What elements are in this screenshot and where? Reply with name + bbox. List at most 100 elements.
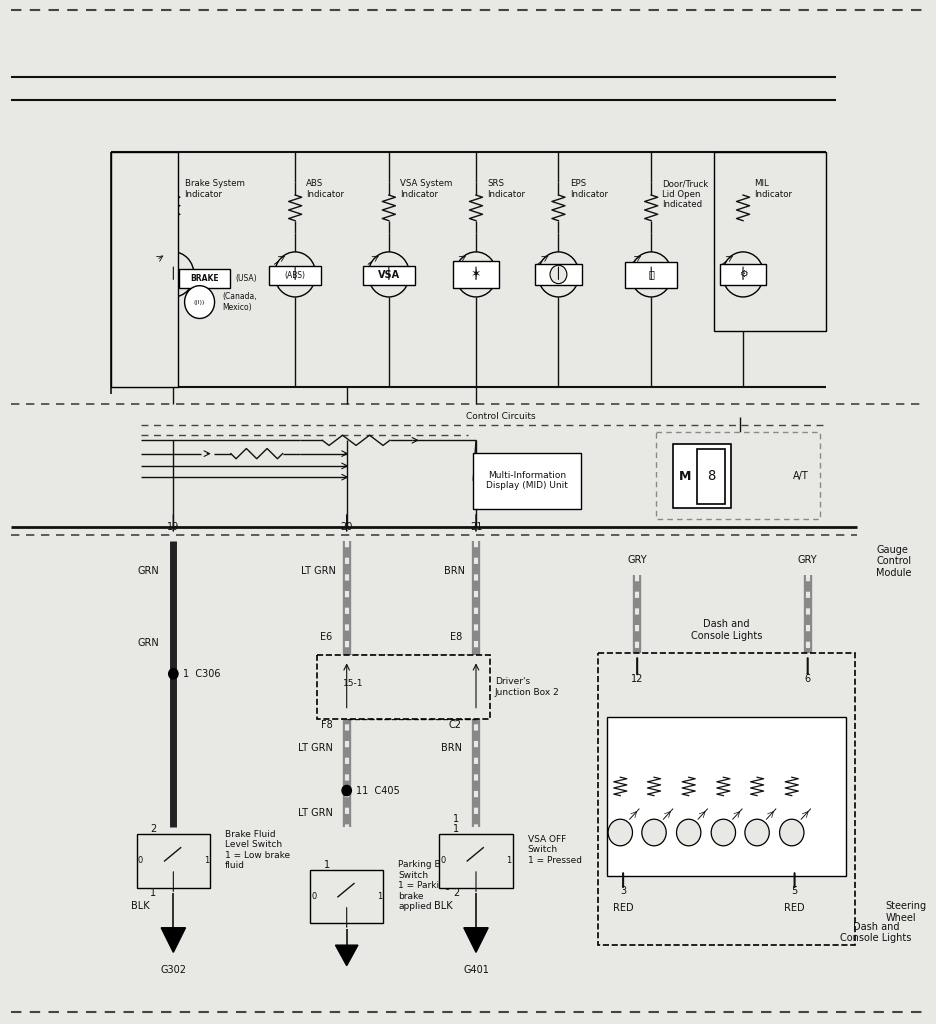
Text: SRS
Indicator: SRS Indicator <box>487 179 525 199</box>
Bar <box>316 655 490 719</box>
Bar <box>473 453 580 509</box>
Text: RED: RED <box>612 903 633 913</box>
Text: VSA OFF
Switch
1 = Pressed: VSA OFF Switch 1 = Pressed <box>527 835 581 865</box>
Text: 2: 2 <box>150 824 156 835</box>
Text: 20: 20 <box>340 522 353 532</box>
Text: ⚙: ⚙ <box>738 269 747 280</box>
Polygon shape <box>463 928 488 952</box>
Bar <box>534 264 581 285</box>
Bar <box>310 870 383 924</box>
Text: RED: RED <box>783 903 804 913</box>
Text: 12: 12 <box>630 674 643 684</box>
Text: 1: 1 <box>452 814 459 824</box>
Text: E6: E6 <box>320 632 332 642</box>
Text: A/T: A/T <box>793 471 808 480</box>
Text: LT GRN: LT GRN <box>298 808 332 818</box>
Text: Steering
Wheel: Steering Wheel <box>885 901 926 923</box>
Text: EPS
Indicator: EPS Indicator <box>569 179 607 199</box>
Text: 1: 1 <box>323 860 329 870</box>
Text: 1: 1 <box>150 888 156 898</box>
Text: ((I)): ((I)) <box>194 300 205 304</box>
Text: (Canada,
Mexico): (Canada, Mexico) <box>222 293 256 311</box>
Circle shape <box>744 819 768 846</box>
Circle shape <box>549 265 566 284</box>
Bar <box>110 152 178 387</box>
Text: 3: 3 <box>620 886 625 896</box>
Text: 0: 0 <box>440 856 446 865</box>
Circle shape <box>153 252 194 297</box>
Circle shape <box>455 252 496 297</box>
Bar <box>179 269 229 288</box>
Bar <box>672 444 730 508</box>
Text: Gauge
Control
Module: Gauge Control Module <box>875 545 911 578</box>
Bar <box>597 653 855 945</box>
Text: Control Circuits: Control Circuits <box>466 412 535 421</box>
Bar <box>137 835 210 888</box>
Bar <box>713 152 826 331</box>
Text: Parking Brake
Switch
1 = Parking
brake
applied: Parking Brake Switch 1 = Parking brake a… <box>398 860 461 911</box>
Circle shape <box>779 819 803 846</box>
Text: Dash and
Console Lights: Dash and Console Lights <box>840 922 911 943</box>
Text: 1: 1 <box>203 856 209 865</box>
Circle shape <box>342 785 351 796</box>
Text: LT GRN: LT GRN <box>300 566 335 577</box>
Circle shape <box>710 819 735 846</box>
Text: G302: G302 <box>160 965 186 975</box>
Text: ABS
Indicator: ABS Indicator <box>306 179 344 199</box>
Text: 1: 1 <box>376 892 382 901</box>
Text: 0: 0 <box>138 856 143 865</box>
Text: GRY: GRY <box>627 555 646 565</box>
Circle shape <box>722 252 763 297</box>
Text: Brake System
Indicator: Brake System Indicator <box>184 179 244 199</box>
Text: GRN: GRN <box>138 566 159 577</box>
Bar <box>696 449 724 504</box>
Text: 19: 19 <box>167 522 180 532</box>
Text: Driver's
Junction Box 2: Driver's Junction Box 2 <box>494 678 559 696</box>
Text: ✶: ✶ <box>470 268 481 281</box>
Circle shape <box>184 286 214 318</box>
Circle shape <box>537 252 578 297</box>
Circle shape <box>676 819 700 846</box>
Circle shape <box>274 252 315 297</box>
Bar <box>452 261 499 288</box>
Bar <box>607 717 845 876</box>
Polygon shape <box>335 945 358 966</box>
Text: Multi-Information
Display (MID) Unit: Multi-Information Display (MID) Unit <box>486 471 567 490</box>
Text: 1: 1 <box>452 824 459 835</box>
Text: E8: E8 <box>449 632 461 642</box>
Text: (ABS): (ABS) <box>285 271 305 280</box>
Text: M: M <box>678 470 690 482</box>
Circle shape <box>630 252 671 297</box>
Text: BLK: BLK <box>131 901 150 911</box>
Text: 11  C405: 11 C405 <box>356 785 400 796</box>
Text: 5: 5 <box>791 886 797 896</box>
Bar <box>624 262 677 288</box>
Text: 15-1: 15-1 <box>343 680 363 688</box>
Polygon shape <box>161 928 185 952</box>
Bar <box>655 432 819 519</box>
Bar <box>719 264 766 285</box>
Text: 8: 8 <box>707 469 714 483</box>
Text: VSA System
Indicator: VSA System Indicator <box>400 179 452 199</box>
Text: GRN: GRN <box>138 638 159 648</box>
Text: 2: 2 <box>452 888 459 898</box>
Text: GRY: GRY <box>797 555 816 565</box>
Text: 1: 1 <box>505 856 511 865</box>
Text: BLK: BLK <box>433 901 452 911</box>
Text: Brake Fluid
Level Switch
1 = Low brake
fluid: Brake Fluid Level Switch 1 = Low brake f… <box>225 829 290 870</box>
Text: BRN: BRN <box>441 742 461 753</box>
Text: Door/Truck
Lid Open
Indicated: Door/Truck Lid Open Indicated <box>662 179 708 209</box>
Circle shape <box>168 669 178 679</box>
Text: LT GRN: LT GRN <box>298 742 332 753</box>
Text: BRAKE: BRAKE <box>190 274 218 283</box>
Text: (USA): (USA) <box>235 274 256 283</box>
Circle shape <box>641 819 665 846</box>
Circle shape <box>607 819 632 846</box>
Text: 6: 6 <box>804 674 810 684</box>
Text: 1  C306: 1 C306 <box>183 669 220 679</box>
Text: F8: F8 <box>320 720 332 730</box>
Text: C2: C2 <box>448 720 461 730</box>
Text: VSA: VSA <box>377 270 400 281</box>
Text: 🚗: 🚗 <box>648 269 653 280</box>
Circle shape <box>368 252 409 297</box>
